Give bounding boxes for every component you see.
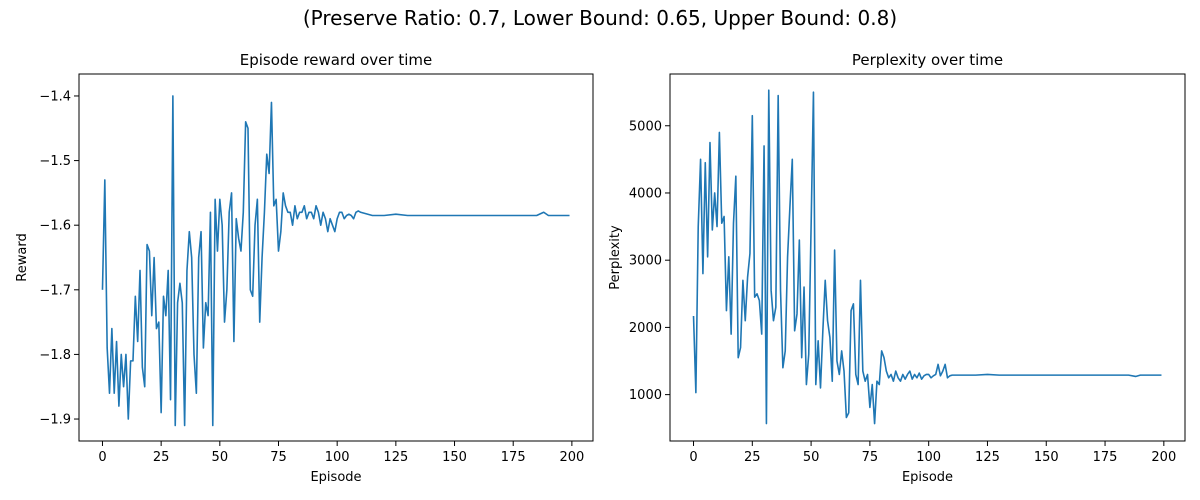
y-axis-label-reward: Reward (15, 233, 30, 281)
x-tick-label-reward-6: 150 (442, 450, 467, 465)
x-axis-label-perplexity: Episode (902, 470, 953, 485)
x-tick-label-reward-1: 25 (153, 450, 170, 465)
y-tick-label-reward-1: −1.8 (39, 348, 71, 363)
y-tick-label-perplexity-4: 5000 (629, 119, 662, 134)
x-tick-label-perplexity-2: 50 (803, 450, 820, 465)
x-tick-label-perplexity-4: 100 (916, 450, 941, 465)
x-tick-label-reward-0: 0 (98, 450, 106, 465)
x-tick-label-perplexity-8: 200 (1151, 450, 1176, 465)
figure-suptitle: (Preserve Ratio: 0.7, Lower Bound: 0.65,… (302, 6, 898, 30)
x-tick-label-reward-8: 200 (559, 450, 584, 465)
chart-title-reward: Episode reward over time (240, 51, 433, 69)
x-tick-label-perplexity-1: 25 (744, 450, 761, 465)
axes-frame-perplexity (669, 73, 1186, 442)
series-line-perplexity (692, 89, 1162, 425)
x-tick-label-perplexity-0: 0 (689, 450, 697, 465)
x-tick-label-reward-7: 175 (501, 450, 526, 465)
axes-frame-reward (78, 73, 594, 442)
y-tick-label-perplexity-2: 3000 (629, 254, 662, 269)
panel-perplexity: Perplexity over time 0 25 50 75 100 125 150 175 2… (608, 51, 1186, 485)
x-tick-label-perplexity-7: 175 (1093, 450, 1118, 465)
y-tick-label-reward-5: −1.4 (39, 89, 71, 104)
y-tick-label-perplexity-1: 2000 (629, 321, 662, 336)
y-tick-label-reward-0: −1.9 (39, 413, 71, 428)
x-tick-label-reward-3: 75 (270, 450, 287, 465)
y-axis-label-perplexity: Perplexity (608, 225, 623, 290)
panel-episode-reward: Episode reward over time 0 25 50 75 100 125 150… (15, 51, 594, 485)
chart-title-perplexity: Perplexity over time (852, 51, 1003, 69)
x-axis-label-reward: Episode (310, 470, 361, 485)
x-tick-label-reward-4: 100 (325, 450, 350, 465)
y-tick-label-reward-2: −1.7 (39, 283, 71, 298)
y-tick-label-reward-4: −1.5 (39, 154, 71, 169)
y-tick-label-perplexity-3: 4000 (629, 186, 662, 201)
x-tick-label-perplexity-6: 150 (1034, 450, 1059, 465)
y-tick-label-reward-3: −1.6 (39, 219, 71, 234)
x-tick-label-reward-5: 125 (383, 450, 408, 465)
x-tick-label-perplexity-5: 125 (975, 450, 1000, 465)
x-tick-label-perplexity-3: 75 (862, 450, 879, 465)
x-tick-label-reward-2: 50 (212, 450, 229, 465)
y-tick-label-perplexity-0: 1000 (629, 388, 662, 403)
series-line-reward (101, 95, 570, 427)
